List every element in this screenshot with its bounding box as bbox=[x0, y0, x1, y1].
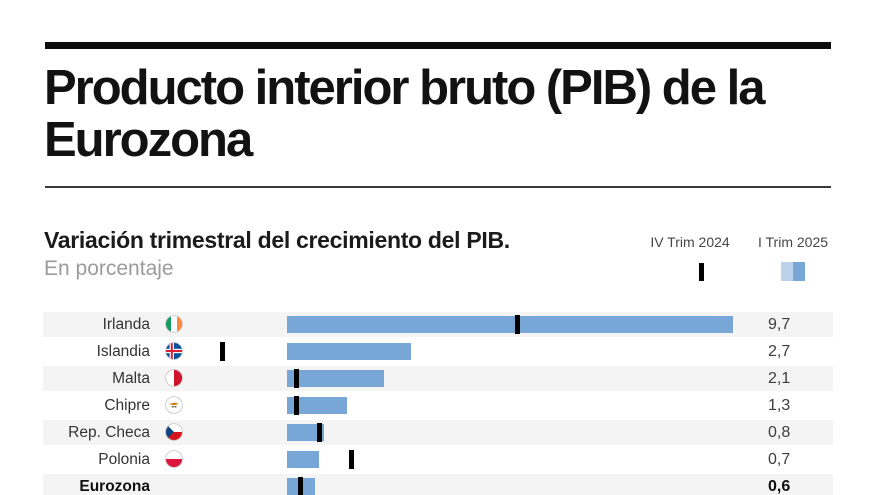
q4-2024-marker-tick bbox=[220, 342, 226, 361]
row-value: 9,7 bbox=[768, 316, 791, 333]
poland-flag-icon bbox=[165, 450, 183, 468]
table-row: Malta 2,1 bbox=[43, 365, 833, 392]
q4-2024-marker-tick bbox=[293, 369, 299, 388]
q1-2025-bar bbox=[287, 424, 324, 441]
page-title: Producto interior bruto (PIB) de la Euro… bbox=[44, 61, 765, 167]
ireland-flag-icon bbox=[165, 315, 183, 333]
chart-unit-label: En porcentaje bbox=[44, 257, 174, 280]
legend-label-q4-2024: IV Trim 2024 bbox=[650, 234, 730, 250]
table-row: Polonia 0,7 bbox=[43, 446, 833, 473]
chart-rows: Irlanda 9,7 Islandia 2,7 Malta 2,1 Chipre 1,3 Re… bbox=[43, 311, 833, 495]
czech-republic-flag-icon bbox=[165, 423, 183, 441]
q1-2025-bar bbox=[287, 370, 384, 387]
malta-flag-icon bbox=[165, 369, 183, 387]
row-label: Irlanda bbox=[102, 316, 150, 333]
legend-marker-swatch bbox=[699, 263, 704, 281]
q1-2025-bar bbox=[287, 451, 320, 468]
table-row: Islandia 2,7 bbox=[43, 338, 833, 365]
table-row: Rep. Checa 0,8 bbox=[43, 419, 833, 446]
row-value: 2,1 bbox=[768, 370, 791, 387]
title-divider bbox=[45, 186, 831, 188]
row-value: 0,6 bbox=[768, 478, 791, 495]
iceland-flag-icon bbox=[165, 342, 183, 360]
q1-2025-bar bbox=[287, 343, 412, 360]
q1-2025-bar bbox=[287, 316, 734, 333]
row-label: Polonia bbox=[98, 451, 150, 468]
q4-2024-marker-tick bbox=[298, 477, 304, 495]
row-value: 2,7 bbox=[768, 343, 791, 360]
q4-2024-marker-tick bbox=[514, 315, 520, 334]
legend-bar-swatch-dark bbox=[793, 262, 805, 281]
cyprus-flag-icon bbox=[165, 396, 183, 414]
row-label: Rep. Checa bbox=[68, 424, 150, 441]
row-label: Islandia bbox=[96, 343, 150, 360]
table-row: Irlanda 9,7 bbox=[43, 311, 833, 338]
legend-label-q1-2025: I Trim 2025 bbox=[757, 234, 829, 250]
q4-2024-marker-tick bbox=[293, 396, 299, 415]
top-rule bbox=[45, 42, 831, 49]
q1-2025-bar bbox=[287, 397, 347, 414]
q4-2024-marker-tick bbox=[316, 423, 322, 442]
row-label: Malta bbox=[112, 370, 150, 387]
chart-subtitle: Variación trimestral del crecimiento del… bbox=[44, 227, 510, 253]
table-row: Eurozona 0,6 bbox=[43, 473, 833, 495]
row-label: Eurozona bbox=[79, 478, 150, 495]
legend-bar-swatch-light bbox=[781, 262, 793, 281]
table-row: Chipre 1,3 bbox=[43, 392, 833, 419]
legend-bar-swatch bbox=[781, 262, 805, 281]
row-value: 0,8 bbox=[768, 424, 791, 441]
row-label: Chipre bbox=[104, 397, 150, 414]
row-value: 1,3 bbox=[768, 397, 791, 414]
row-value: 0,7 bbox=[768, 451, 791, 468]
q4-2024-marker-tick bbox=[348, 450, 354, 469]
